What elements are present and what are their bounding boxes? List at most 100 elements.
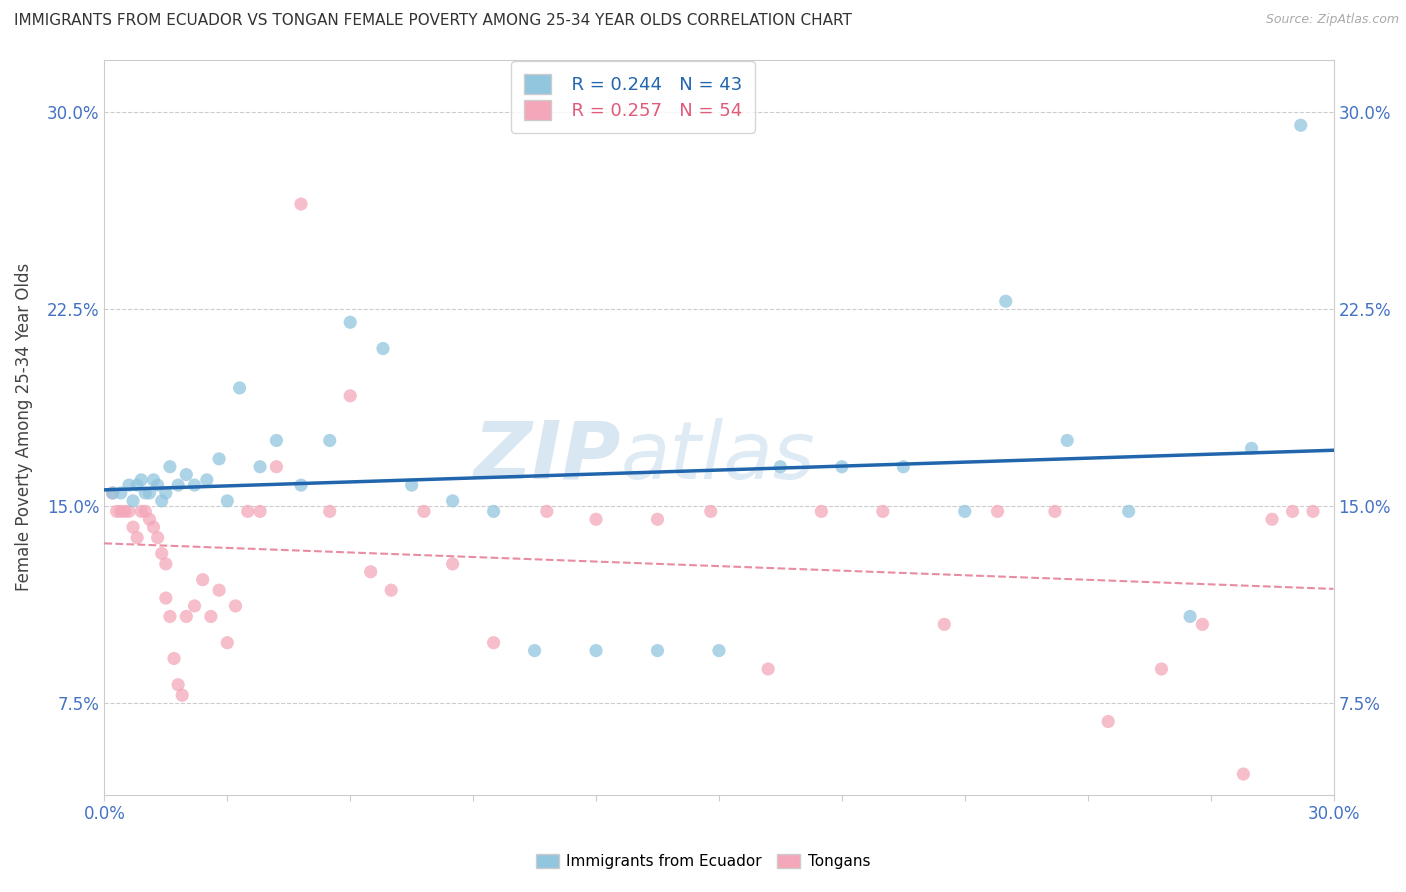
Point: [707, 643, 730, 657]
Point: [339, 389, 361, 403]
Point: [647, 643, 669, 657]
Point: [150, 546, 173, 560]
Point: [101, 486, 124, 500]
Point: [146, 478, 169, 492]
Point: [769, 459, 792, 474]
Point: [994, 294, 1017, 309]
Point: [127, 478, 149, 492]
Point: [290, 478, 312, 492]
Point: [159, 459, 181, 474]
Point: [810, 504, 832, 518]
Point: [1232, 767, 1254, 781]
Text: Source: ZipAtlas.com: Source: ZipAtlas.com: [1265, 13, 1399, 27]
Point: [441, 494, 464, 508]
Point: [118, 504, 141, 518]
Point: [1261, 512, 1284, 526]
Point: [172, 688, 194, 702]
Point: [319, 504, 342, 518]
Point: [986, 504, 1008, 518]
Point: [953, 504, 976, 518]
Point: [228, 381, 250, 395]
Point: [1178, 609, 1201, 624]
Point: [138, 486, 160, 500]
Point: [290, 197, 312, 211]
Point: [266, 434, 288, 448]
Point: [401, 478, 423, 492]
Point: [756, 662, 779, 676]
Point: [1097, 714, 1119, 729]
Point: [339, 315, 361, 329]
Point: [118, 478, 141, 492]
Point: [146, 531, 169, 545]
Point: [191, 573, 214, 587]
Point: [413, 504, 436, 518]
Point: [129, 504, 152, 518]
Point: [183, 478, 205, 492]
Point: [482, 636, 505, 650]
Point: [1056, 434, 1078, 448]
Point: [122, 520, 145, 534]
Point: [208, 583, 231, 598]
Text: ZIP: ZIP: [474, 417, 620, 496]
Point: [236, 504, 259, 518]
Point: [1281, 504, 1303, 518]
Point: [167, 678, 190, 692]
Point: [110, 504, 132, 518]
Point: [585, 643, 607, 657]
Point: [142, 520, 165, 534]
Point: [150, 494, 173, 508]
Point: [114, 504, 136, 518]
Point: [585, 512, 607, 526]
Point: [266, 459, 288, 474]
Point: [129, 473, 152, 487]
Point: [176, 467, 198, 482]
Point: [208, 451, 231, 466]
Point: [482, 504, 505, 518]
Point: [167, 478, 190, 492]
Point: [1191, 617, 1213, 632]
Point: [155, 557, 177, 571]
Point: [1043, 504, 1066, 518]
Point: [371, 342, 394, 356]
Point: [1289, 118, 1312, 132]
Point: [217, 636, 239, 650]
Point: [1150, 662, 1173, 676]
Point: [176, 609, 198, 624]
Point: [360, 565, 382, 579]
Point: [155, 591, 177, 605]
Point: [200, 609, 222, 624]
Point: [101, 486, 124, 500]
Point: [122, 494, 145, 508]
Point: [249, 459, 271, 474]
Point: [142, 473, 165, 487]
Point: [134, 486, 156, 500]
Point: [891, 459, 914, 474]
Point: [441, 557, 464, 571]
Text: IMMIGRANTS FROM ECUADOR VS TONGAN FEMALE POVERTY AMONG 25-34 YEAR OLDS CORRELATI: IMMIGRANTS FROM ECUADOR VS TONGAN FEMALE…: [14, 13, 852, 29]
Point: [138, 512, 160, 526]
Point: [217, 494, 239, 508]
Point: [319, 434, 342, 448]
Point: [380, 583, 402, 598]
Point: [163, 651, 186, 665]
Y-axis label: Female Poverty Among 25-34 Year Olds: Female Poverty Among 25-34 Year Olds: [15, 263, 32, 591]
Text: atlas: atlas: [620, 417, 815, 496]
Point: [159, 609, 181, 624]
Point: [523, 643, 546, 657]
Point: [127, 531, 149, 545]
Point: [1118, 504, 1140, 518]
Point: [1302, 504, 1324, 518]
Point: [105, 504, 128, 518]
Point: [224, 599, 246, 613]
Point: [183, 599, 205, 613]
Point: [134, 504, 156, 518]
Legend: Immigrants from Ecuador, Tongans: Immigrants from Ecuador, Tongans: [530, 848, 876, 875]
Legend:   R = 0.244   N = 43,   R = 0.257   N = 54: R = 0.244 N = 43, R = 0.257 N = 54: [512, 62, 755, 133]
Point: [536, 504, 558, 518]
Point: [647, 512, 669, 526]
Point: [155, 486, 177, 500]
Point: [249, 504, 271, 518]
Point: [195, 473, 218, 487]
Point: [110, 486, 132, 500]
Point: [1240, 442, 1263, 456]
